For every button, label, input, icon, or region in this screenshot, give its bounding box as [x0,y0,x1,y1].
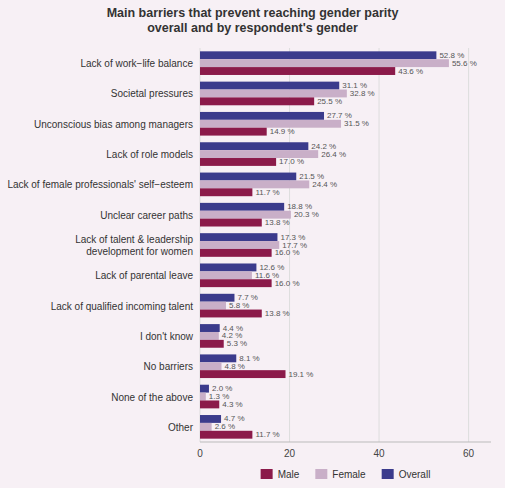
category-label: Lack of parental leave [95,270,193,281]
x-tick-label: 60 [463,448,475,459]
data-label: 5.3 % [227,339,247,348]
category-label: Unclear career paths [100,209,193,220]
x-axis: 0 20 40 60 [197,442,491,459]
category-label: Lack of female professionals' self−estee… [7,179,193,190]
bar [200,112,324,120]
bar [200,219,262,227]
bar [200,82,339,90]
data-labels: 52.8 %31.1 %27.7 %24.2 %21.5 %18.8 %17.3… [209,51,477,439]
grid-line [379,48,380,442]
grid [200,48,469,442]
legend-label: Overall [399,469,431,480]
bar [200,67,395,75]
data-label: 25.5 % [317,97,342,106]
bar [200,188,252,196]
data-label: 4.3 % [222,400,242,409]
bar [200,370,286,378]
bar [200,173,296,181]
data-label: 55.6 % [452,59,477,68]
bar [200,302,226,310]
bar [200,51,436,59]
bar [200,203,284,211]
x-tick-label: 20 [284,448,296,459]
bar [200,400,219,408]
data-label: 20.3 % [294,210,319,219]
bar [200,263,256,271]
category-label: Lack of talent & leadershipdevelopment f… [75,234,193,257]
data-label: 43.6 % [398,67,423,76]
bar [200,279,272,287]
data-label: 26.4 % [321,150,346,159]
data-label: 4.8 % [224,362,244,371]
bar [200,310,262,318]
data-label: 13.8 % [265,309,290,318]
x-tick-label: 40 [374,448,386,459]
category-label: Lack of work−life balance [80,58,193,69]
bar [200,241,279,249]
bar [200,142,308,150]
data-label: 17.0 % [279,157,304,166]
bar [200,340,224,348]
data-label: 2.6 % [215,422,235,431]
bars [200,51,449,438]
category-label: Other [168,421,194,432]
data-label: 13.8 % [265,218,290,227]
data-label: 16.0 % [275,279,300,288]
legend: Male Female Overall [261,469,431,480]
bar [200,271,252,279]
bar [200,385,209,393]
data-label: 11.7 % [255,430,279,439]
legend-swatch [315,469,327,479]
bar [200,393,206,401]
bar [200,233,277,241]
chart: Main barriers that prevent reaching gend… [0,0,505,488]
bar [200,158,276,166]
category-label: Unconscious bias among managers [34,118,193,129]
x-tick-label: 0 [197,448,203,459]
bar [200,423,212,431]
legend-label: Male [278,469,300,480]
data-label: 19.1 % [289,370,314,379]
grid-line [468,48,469,442]
data-label: 32.8 % [350,89,375,98]
title: Main barriers that prevent reaching gend… [107,6,399,35]
bar [200,362,221,370]
data-label: 11.7 % [255,188,279,197]
legend-swatch [261,469,273,479]
bar [200,128,267,136]
bar [200,332,219,340]
category-label: Societal pressures [111,88,193,99]
data-label: 14.9 % [270,127,295,136]
data-label: 31.5 % [344,119,369,128]
x-axis-line [200,442,491,443]
category-label: I don't know [140,330,194,341]
y-axis: Lack of work−life balance Societal pressu… [7,58,193,433]
bar [200,249,272,257]
legend-swatch [382,469,394,479]
category-label: No barriers [144,361,193,372]
data-label: 16.0 % [275,248,300,257]
data-label: 5.8 % [229,301,249,310]
bar [200,324,220,332]
category-label: Lack of qualified incoming talent [51,300,194,311]
bar [200,97,314,105]
category-label: None of the above [111,391,193,402]
category-label: Lack of role models [106,149,193,160]
data-label: 24.4 % [312,180,337,189]
bar [200,431,252,439]
legend-label: Female [332,469,366,480]
